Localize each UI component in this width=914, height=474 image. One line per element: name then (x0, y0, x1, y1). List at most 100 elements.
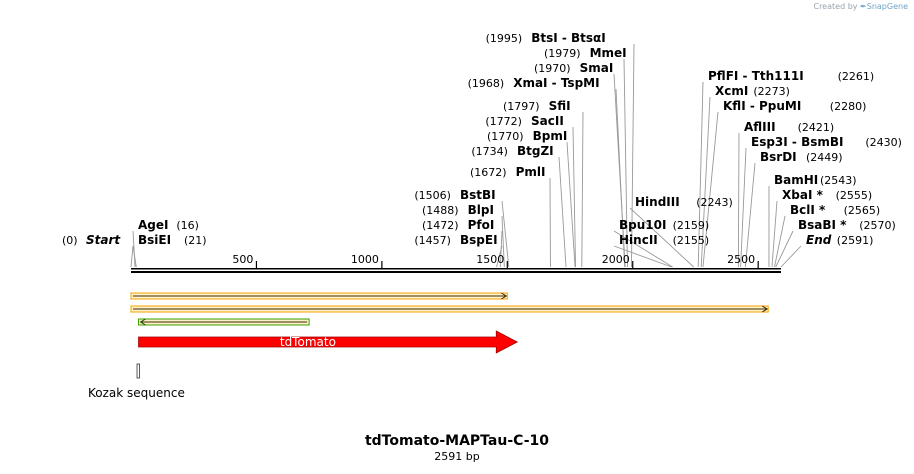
backbone-inner-line (131, 269, 781, 271)
ruler-ticks: 500 1000 1500 2000 2500 (232, 253, 759, 268)
site-name-label: BpmI (533, 129, 568, 143)
site-position-label: (2243) (696, 196, 733, 209)
ruler-tick-label: 500 (232, 253, 253, 266)
site-label-line (623, 58, 628, 268)
site-position-label: (1488) (422, 204, 459, 217)
orf-arrowhead (139, 318, 146, 326)
map-title-block: tdTomato-MAPTau-C-10 2591 bp (0, 433, 914, 463)
site-name-label: BstBI (460, 188, 496, 202)
site-position-label: (2543) (820, 174, 857, 187)
site-name-label: PflFI - Tth111I (708, 69, 804, 83)
site-label-lines (130, 43, 802, 268)
site-name-label: BclI * (790, 203, 826, 217)
site-name-label: HincII (619, 233, 658, 247)
site-label-line (501, 200, 510, 268)
site-name-label: SacII (531, 114, 564, 128)
site-position-label: (2155) (673, 234, 710, 247)
site-label-line (566, 141, 576, 268)
site-label-line (780, 245, 802, 268)
site-labels: Start (0) AgeI (16) BsiEI (21) BspEI (1457) PfoI… (62, 31, 902, 247)
site-label-line (744, 162, 756, 268)
ruler-tick-label: 2500 (727, 253, 755, 266)
site-label-line (631, 43, 635, 268)
site-name-label: End (806, 233, 832, 247)
site-name-label: Bpu10I (619, 218, 666, 232)
site-position-label: (0) (62, 234, 78, 247)
site-label-line (130, 245, 134, 268)
site-label-line (700, 96, 711, 268)
tdtomato-feature-arrow (138, 330, 519, 354)
site-name-label: HindIII (635, 195, 680, 209)
site-name-label: BsiEI (138, 233, 171, 247)
site-position-label: (1472) (422, 219, 459, 232)
site-name-label: BsrDI (760, 150, 797, 164)
site-name-label: AflIII (744, 120, 776, 134)
site-position-label: (1995) (486, 32, 523, 45)
site-name-label: SmaI (580, 61, 614, 75)
site-position-label: (1672) (470, 166, 507, 179)
site-label-line (499, 230, 503, 268)
site-label-line (613, 230, 673, 268)
site-label-line (613, 245, 672, 268)
site-label-line (581, 111, 584, 268)
ruler-tick-label: 1500 (476, 253, 504, 266)
ruler-tick-label: 2000 (602, 253, 630, 266)
site-label-line (132, 245, 137, 268)
site-position-label: (2159) (673, 219, 710, 232)
site-position-label: (2570) (859, 219, 896, 232)
credit-brand: SnapGene (866, 2, 908, 11)
kozak-feature-label: Kozak sequence (88, 386, 185, 400)
orf-tracks (130, 292, 769, 326)
site-position-label: (2449) (806, 151, 843, 164)
snapgene-logo-icon: ✒ (860, 2, 867, 11)
site-position-label: (1457) (414, 234, 451, 247)
site-label-line (774, 215, 786, 268)
feature-tracks: tdTomato Kozak sequence (88, 330, 519, 400)
kozak-feature-marker (136, 363, 140, 379)
site-name-label: BtsI - BtsαI (531, 31, 606, 45)
site-name-label: AgeI (138, 218, 168, 232)
site-position-label: (21) (184, 234, 207, 247)
site-label-line (629, 207, 695, 268)
site-label-line (132, 230, 136, 268)
map-length: 2591 bp (434, 450, 480, 463)
site-position-label: (2421) (798, 121, 835, 134)
site-position-label: (2565) (844, 204, 881, 217)
site-position-label: (2591) (837, 234, 874, 247)
site-position-label: (1979) (544, 47, 581, 60)
orf-arrowhead (501, 292, 508, 300)
site-name-label: BspEI (460, 233, 498, 247)
site-label-line (697, 81, 704, 268)
site-label-line (740, 147, 747, 268)
site-name-label: MmeI (590, 46, 627, 60)
site-name-label: BsaBI * (798, 218, 847, 232)
site-name-label: XcmI (715, 84, 748, 98)
site-position-label: (2430) (865, 136, 902, 149)
site-name-label: SfiI (549, 99, 571, 113)
site-label-line (501, 215, 505, 268)
site-name-label: BlpI (468, 203, 494, 217)
tdtomato-feature-label: tdTomato (280, 335, 336, 349)
ruler-tick-label: 1000 (351, 253, 379, 266)
site-name-label: XbaI * (782, 188, 824, 202)
site-name-label: KflI - PpuMI (723, 99, 801, 113)
site-position-label: (1770) (487, 130, 524, 143)
site-label-line (737, 132, 740, 268)
site-name-label: Esp3I - BsmBI (751, 135, 843, 149)
map-title: tdTomato-MAPTau-C-10 (364, 433, 550, 449)
site-label-line (558, 156, 567, 268)
site-name-label: BamHI (774, 173, 818, 187)
snapgene-credit: Created by ✒SnapGene (813, 2, 908, 11)
site-label-line (613, 73, 626, 268)
site-name-label: PmlI (516, 165, 546, 179)
site-name-label: BtgZI (517, 144, 554, 158)
site-position-label: (1506) (414, 189, 451, 202)
dna-backbone (131, 268, 781, 273)
site-position-label: (2273) (753, 85, 790, 98)
site-name-label: XmaI - TspMI (513, 76, 599, 90)
site-position-label: (1734) (471, 145, 508, 158)
site-position-label: (16) (176, 219, 199, 232)
site-label-line (775, 230, 794, 268)
site-position-label: (2261) (838, 70, 875, 83)
